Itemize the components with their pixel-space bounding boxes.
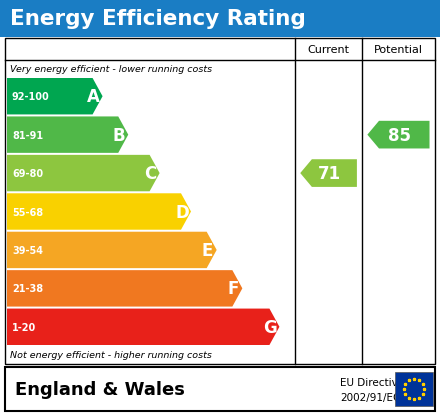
Polygon shape	[7, 232, 216, 268]
Polygon shape	[7, 271, 242, 307]
Polygon shape	[367, 121, 429, 149]
Text: F: F	[227, 280, 239, 298]
Text: 69-80: 69-80	[12, 169, 43, 179]
Polygon shape	[7, 79, 103, 115]
Text: Potential: Potential	[374, 45, 423, 55]
Text: C: C	[144, 165, 157, 183]
Text: 92-100: 92-100	[12, 92, 50, 102]
Bar	[5, 367, 435, 411]
Bar	[0, 0, 440, 38]
Text: Very energy efficient - lower running costs: Very energy efficient - lower running co…	[10, 65, 212, 74]
Text: England & Wales: England & Wales	[15, 380, 185, 398]
Polygon shape	[7, 309, 279, 345]
Bar	[5, 39, 435, 364]
Text: E: E	[202, 241, 213, 259]
Text: 81-91: 81-91	[12, 131, 43, 140]
Text: 39-54: 39-54	[12, 245, 43, 255]
Text: Not energy efficient - higher running costs: Not energy efficient - higher running co…	[10, 351, 212, 360]
Text: D: D	[175, 203, 189, 221]
Polygon shape	[300, 160, 357, 188]
Text: 85: 85	[388, 126, 411, 144]
Text: G: G	[264, 318, 277, 336]
Polygon shape	[7, 117, 128, 154]
Text: 55-68: 55-68	[12, 207, 43, 217]
Text: 2002/91/EC: 2002/91/EC	[340, 392, 400, 402]
Bar	[395, 372, 433, 406]
Text: Current: Current	[308, 45, 349, 55]
Text: 1-20: 1-20	[12, 322, 36, 332]
Polygon shape	[7, 155, 160, 192]
Text: A: A	[87, 88, 100, 106]
Text: 71: 71	[318, 165, 341, 183]
Text: B: B	[113, 126, 125, 144]
Text: EU Directive: EU Directive	[340, 377, 404, 387]
Text: Energy Efficiency Rating: Energy Efficiency Rating	[10, 9, 306, 29]
Polygon shape	[7, 194, 191, 230]
Text: 21-38: 21-38	[12, 284, 43, 294]
